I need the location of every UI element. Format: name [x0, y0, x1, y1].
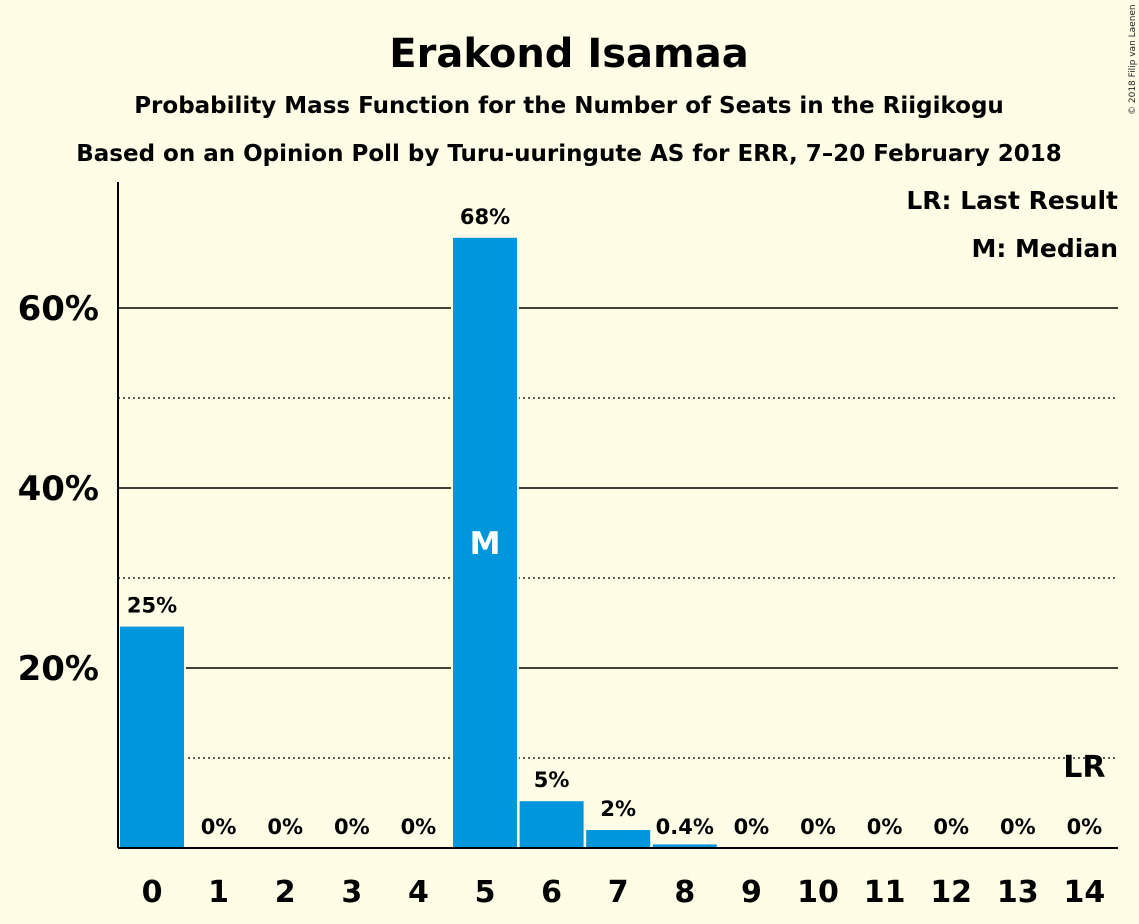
bar-value-label: 0% — [1067, 815, 1103, 839]
y-tick-label: 20% — [18, 649, 99, 689]
bar-value-label: 0% — [933, 815, 969, 839]
gridlines — [118, 307, 1118, 759]
bar — [519, 801, 584, 848]
bar-value-label: 0% — [201, 815, 237, 839]
bar — [652, 844, 717, 848]
x-tick-label: 4 — [408, 875, 429, 910]
x-tick-label: 14 — [1064, 875, 1106, 910]
median-marker: M — [470, 526, 501, 562]
bar-value-label: 0% — [867, 815, 903, 839]
bar-value-label: 5% — [534, 768, 570, 792]
data-labels: 20%40%60%25%00%10%20%30%468%55%62%70.4%8… — [18, 205, 1106, 910]
legend-last-result: LR: Last Result — [906, 186, 1118, 215]
x-tick-label: 10 — [797, 875, 839, 910]
bar-value-label: 0.4% — [656, 815, 714, 839]
x-tick-label: 7 — [608, 875, 629, 910]
legend-median: M: Median — [971, 234, 1118, 263]
x-tick-label: 3 — [341, 875, 362, 910]
x-tick-label: 13 — [997, 875, 1039, 910]
bar-value-label: 0% — [401, 815, 437, 839]
bar-value-label: 0% — [734, 815, 770, 839]
x-tick-label: 1 — [208, 875, 229, 910]
bar-value-label: 0% — [267, 815, 303, 839]
axes — [117, 182, 1118, 849]
last-result-marker: LR — [1063, 750, 1105, 785]
x-tick-label: 5 — [475, 875, 496, 910]
chart-source: Based on an Opinion Poll by Turu-uuringu… — [76, 141, 1062, 167]
bar — [120, 626, 184, 848]
bar-value-label: 0% — [1000, 815, 1036, 839]
bar — [453, 237, 517, 849]
x-tick-label: 8 — [674, 875, 695, 910]
x-tick-label: 6 — [541, 875, 562, 910]
bar — [586, 830, 651, 848]
y-tick-label: 40% — [18, 469, 99, 509]
chart-title: Erakond Isamaa — [389, 31, 748, 77]
bar-value-label: 25% — [127, 594, 177, 618]
bar-value-label: 2% — [600, 797, 636, 821]
x-tick-label: 0 — [142, 875, 163, 910]
bars — [118, 236, 719, 849]
x-tick-label: 12 — [930, 875, 972, 910]
x-tick-label: 9 — [741, 875, 762, 910]
bar-value-label: 68% — [460, 205, 510, 229]
y-tick-label: 60% — [18, 289, 99, 329]
bar-value-label: 0% — [800, 815, 836, 839]
x-tick-label: 11 — [864, 875, 906, 910]
x-tick-label: 2 — [275, 875, 296, 910]
bar-value-label: 0% — [334, 815, 370, 839]
copyright-notice: © 2018 Filip van Laenen — [1128, 4, 1138, 115]
chart-subtitle: Probability Mass Function for the Number… — [134, 93, 1004, 119]
